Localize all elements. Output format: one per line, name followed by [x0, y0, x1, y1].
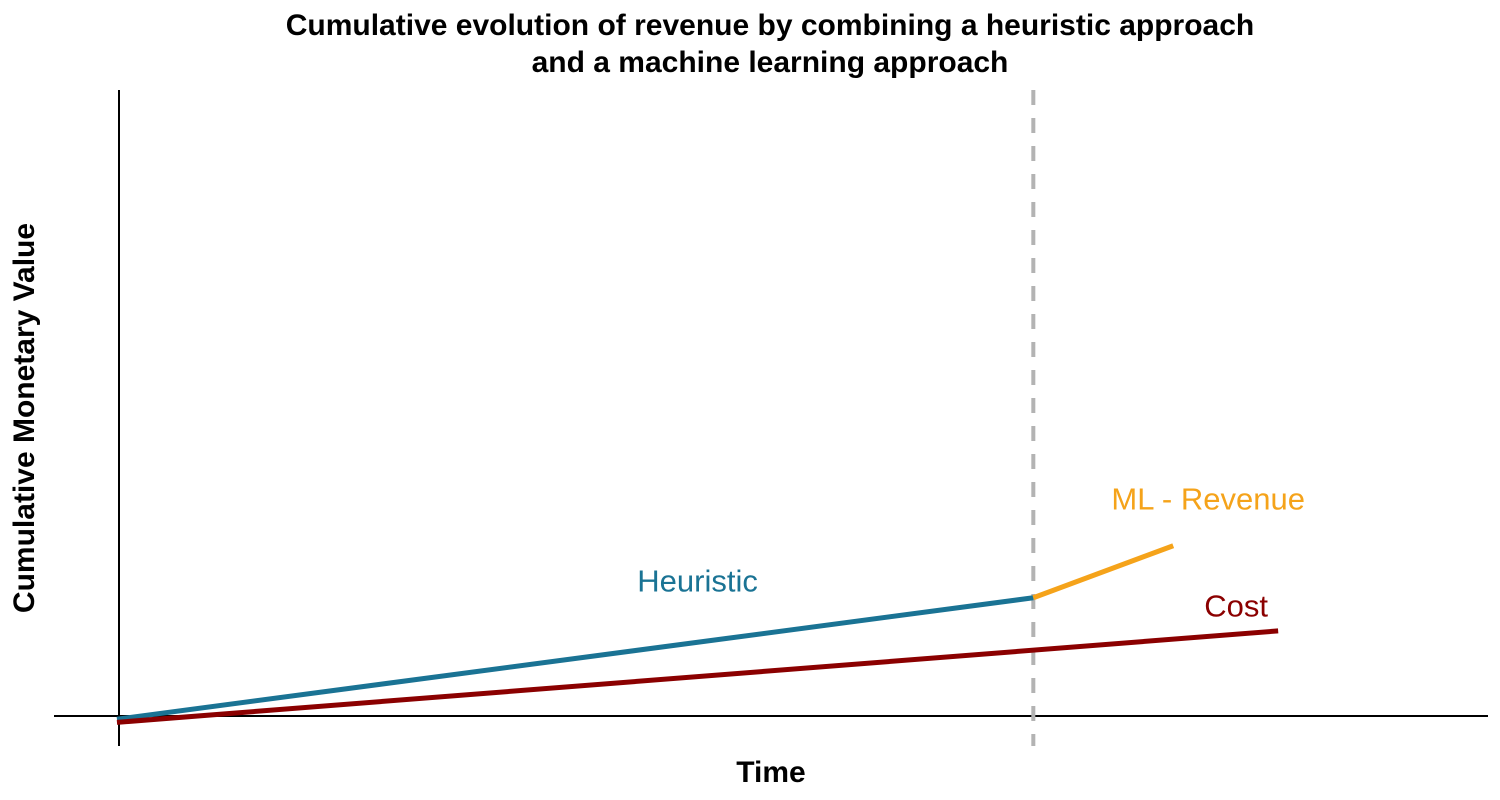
series-line-cost — [116, 628, 1279, 725]
y-axis-title: Cumulative Monetary Value — [8, 223, 41, 613]
chart-title: Cumulative evolution of revenue by combi… — [286, 9, 1255, 79]
series-label-ml-revenue: ML - Revenue — [1111, 481, 1305, 516]
chart-title-line-2: and a machine learning approach — [532, 46, 1009, 79]
series-line-heuristic — [116, 595, 1034, 722]
series-label-heuristic: Heuristic — [637, 563, 758, 598]
x-axis-title: Time — [736, 756, 805, 789]
chart-title-line-1: Cumulative evolution of revenue by combi… — [286, 9, 1255, 42]
series-line-ml-revenue — [1032, 543, 1175, 601]
series-lines — [116, 543, 1279, 725]
series-labels: Heuristic ML - Revenue Cost — [637, 481, 1305, 623]
series-label-cost: Cost — [1204, 589, 1268, 624]
